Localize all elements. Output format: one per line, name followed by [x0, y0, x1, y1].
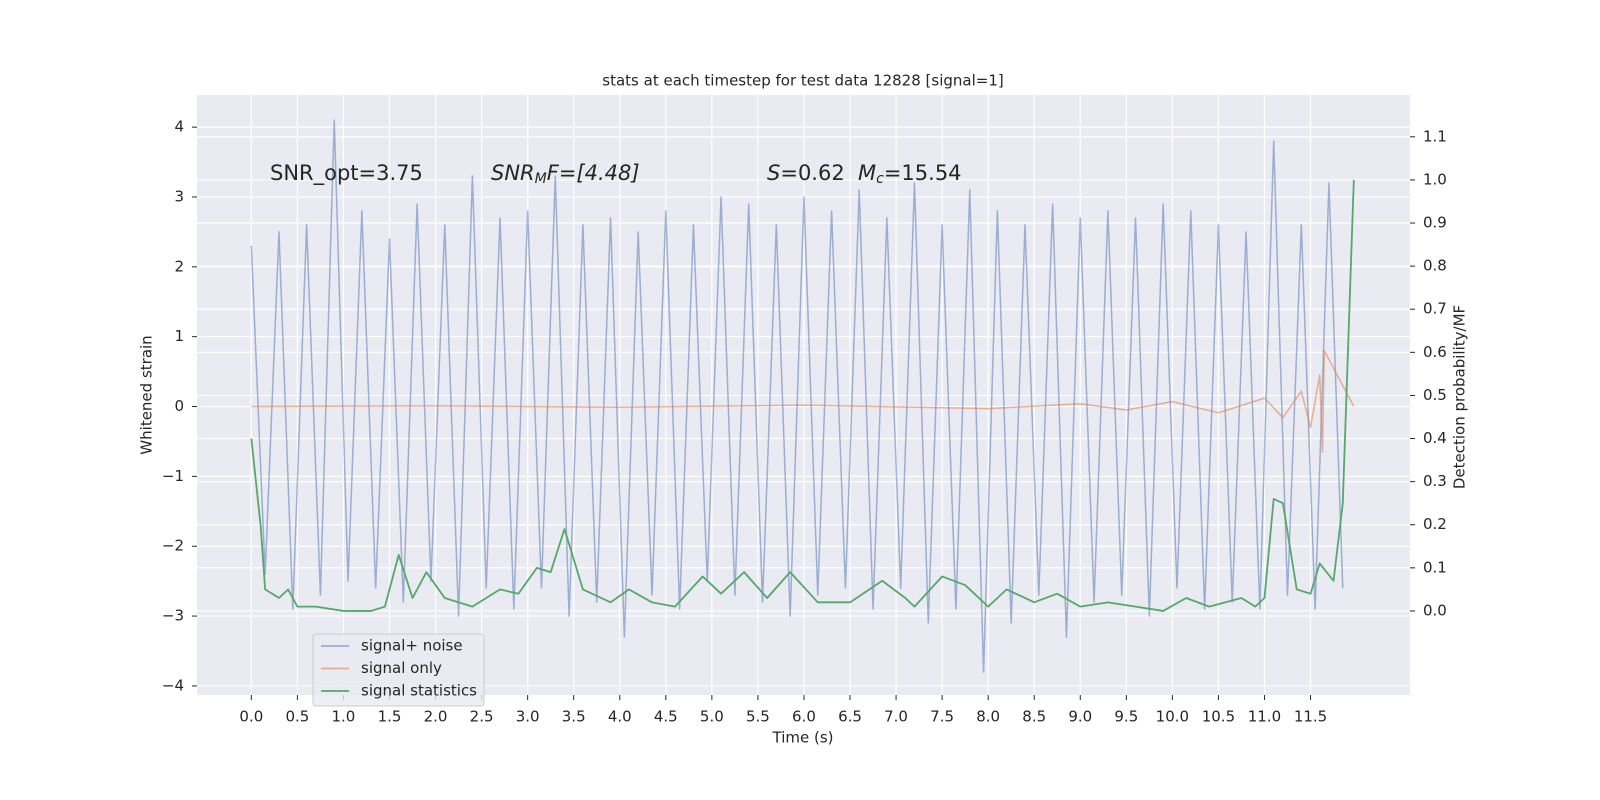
y-tick-label: 4 [174, 118, 184, 136]
y-tick-label: −4 [162, 676, 184, 694]
x-tick-label: 10.0 [1156, 708, 1189, 726]
annotation-part: =0.62 [780, 161, 844, 185]
y2-tick-label: 0.6 [1423, 343, 1447, 361]
x-tick-label: 11.0 [1248, 708, 1281, 726]
labels: 0.0 0.5 1.0 1.5 2.0 2.5 3.0 3.5 4.0 4.5 5.0 5.5 6.0 6… [162, 118, 1447, 726]
chart-title: stats at each timestep for test data 128… [602, 72, 1003, 90]
annotation-part: F=[4.48] [547, 161, 640, 185]
annotation-sub: c [876, 171, 884, 187]
x-tick-label: 0.0 [239, 708, 263, 726]
x-axis-label: Time (s) [772, 729, 834, 747]
annotation-part: M [858, 161, 876, 185]
y2-tick-label: 0.9 [1423, 214, 1447, 232]
annotation: SNR_opt=3.75 [270, 161, 423, 186]
x-tick-label: 5.0 [700, 708, 724, 726]
annotation: SNRMF=[4.48] [491, 161, 640, 187]
y-tick-label: 0 [174, 397, 184, 415]
x-tick-label: 4.5 [654, 708, 678, 726]
legend-label: signal only [361, 659, 442, 677]
y-tick-label: −1 [162, 467, 184, 485]
x-tick-label: 5.5 [746, 708, 770, 726]
y-axis-label: Whitened strain [138, 335, 156, 454]
marks [250, 119, 1355, 673]
x-tick-label: 11.5 [1294, 708, 1327, 726]
legend-box [312, 633, 485, 707]
x-tick-label: 8.5 [1022, 708, 1046, 726]
x-tick-label: 6.0 [792, 708, 816, 726]
y2-axis-label: Detection probability/MF [1451, 305, 1469, 489]
y2-tick-label: 0.4 [1423, 429, 1447, 447]
x-tick-label: 9.5 [1114, 708, 1138, 726]
legend: signal+ noise signal only signal statistic… [312, 633, 485, 707]
y-tick-label: 2 [174, 257, 184, 275]
y2-tick-label: 0.7 [1423, 300, 1447, 318]
y-tick-label: 3 [174, 187, 184, 205]
y2-tick-label: 1.0 [1423, 170, 1447, 188]
y2-tick-label: 0.2 [1423, 515, 1447, 533]
x-tick-label: 4.0 [608, 708, 632, 726]
annotation-sub: M [535, 171, 547, 187]
annotation-part: SNR [491, 161, 535, 185]
y2-tick-label: 0.0 [1423, 601, 1447, 619]
y2-tick-label: 1.1 [1423, 127, 1447, 145]
y2-tick-label: 0.3 [1423, 472, 1447, 490]
series-line [250, 119, 1344, 673]
x-tick-label: 0.5 [285, 708, 309, 726]
legend-label: signal+ noise [361, 637, 463, 655]
annotation: S=0.62 [767, 161, 845, 185]
y-tick-label: −2 [162, 537, 184, 555]
annotation-part: S [767, 161, 780, 185]
x-tick-label: 3.5 [562, 708, 586, 726]
x-tick-label: 10.5 [1202, 708, 1235, 726]
x-tick-label: 1.0 [332, 708, 356, 726]
series-line [250, 179, 1355, 612]
y2-tick-label: 0.1 [1423, 558, 1447, 576]
legend-label: signal statistics [361, 682, 477, 700]
x-tick-label: 9.0 [1068, 708, 1092, 726]
annotation: Mc=15.54 [858, 161, 962, 187]
y-tick-label: −3 [162, 607, 184, 625]
x-tick-label: 2.0 [424, 708, 448, 726]
y2-tick-label: 0.5 [1423, 386, 1447, 404]
x-tick-label: 7.5 [930, 708, 954, 726]
y-tick-label: 1 [174, 327, 184, 345]
x-tick-label: 1.5 [378, 708, 402, 726]
series-line [251, 349, 1355, 453]
x-tick-label: 8.0 [976, 708, 1000, 726]
x-tick-label: 6.5 [838, 708, 862, 726]
y2-tick-label: 0.8 [1423, 257, 1447, 275]
x-tick-label: 2.5 [470, 708, 494, 726]
x-tick-label: 7.0 [884, 708, 908, 726]
x-tick-label: 3.0 [516, 708, 540, 726]
annotation-part: =15.54 [884, 161, 962, 185]
